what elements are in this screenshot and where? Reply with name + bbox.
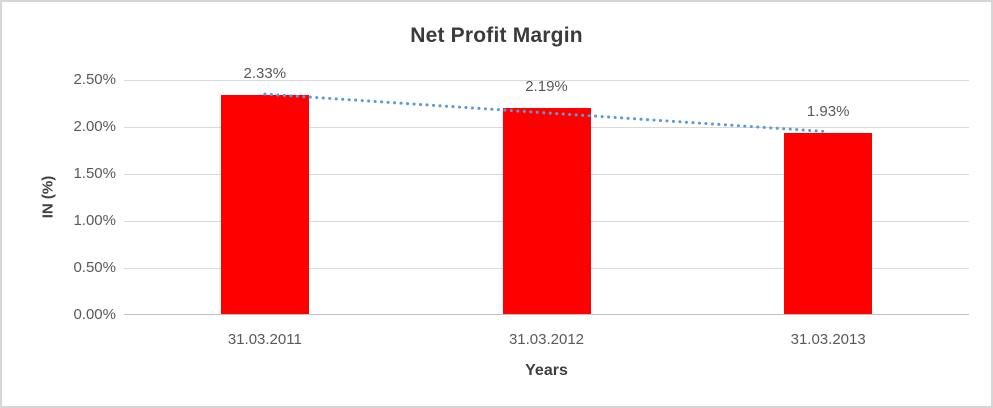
bar-value-label: 2.33% (243, 64, 287, 82)
bar-value-label: 1.93% (806, 102, 850, 120)
y-tick-label: 0.50% (73, 259, 116, 276)
y-tick-label: 1.50% (73, 165, 116, 182)
trendline-path (263, 92, 830, 134)
gridline (124, 79, 969, 81)
y-tick-label: 0.00% (73, 306, 116, 323)
x-tick-label: 31.03.2012 (508, 331, 585, 348)
x-tick-label: 31.03.2013 (790, 331, 866, 348)
bar-31.03.2012 (502, 108, 591, 314)
bar-31.03.2013 (784, 132, 873, 314)
bar-value-label: 2.19% (525, 78, 568, 96)
trendline (263, 92, 830, 134)
chart-title: Net Profit Margin (410, 24, 583, 47)
y-tick-label: 1.00% (73, 212, 116, 229)
y-tick-label: 2.00% (73, 118, 116, 135)
x-axis-title: Years (525, 362, 568, 379)
y-tick-label: 2.50% (73, 71, 116, 88)
plot-area: 2.33% 2.19% 1.93% (124, 65, 969, 315)
x-tick-label: 31.03.2011 (227, 331, 302, 348)
bar-31.03.2011 (220, 94, 309, 314)
